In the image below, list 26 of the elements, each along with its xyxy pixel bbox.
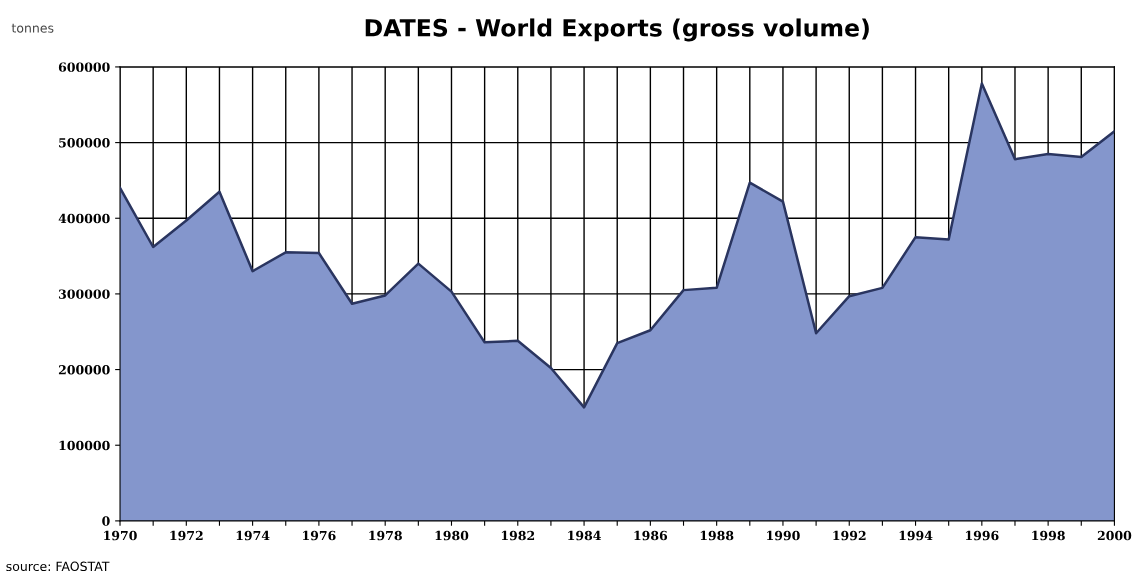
x-tick-label: 1984 [568, 530, 601, 541]
x-tick-label: 1974 [236, 530, 270, 541]
x-tick-label: 1978 [369, 530, 402, 541]
y-tick-label: 300000 [58, 289, 110, 299]
y-tick-label: 600000 [58, 62, 110, 72]
x-tick-label: 1976 [303, 530, 336, 541]
x-tick-label: 2000 [1097, 530, 1132, 541]
y-tick-label: 200000 [58, 365, 110, 375]
x-tick-label: 1996 [965, 530, 999, 541]
x-tick-label: 1992 [833, 530, 866, 541]
x-tick-label: 1986 [634, 530, 668, 541]
y-tick-label: 100000 [59, 440, 110, 451]
x-tick-label: 1982 [501, 530, 535, 541]
y-tick-label: 400000 [58, 213, 110, 224]
source-note: source: FAOSTAT [6, 561, 110, 572]
y-axis-title: tonnes [11, 23, 54, 33]
x-tick-label: 1980 [435, 530, 469, 541]
x-tick-label: 1990 [767, 530, 800, 541]
y-tick-label: 0 [102, 516, 110, 526]
x-tick-label: 1994 [899, 530, 933, 541]
x-tick-label: 1988 [700, 530, 734, 541]
x-tick-label: 1972 [170, 530, 203, 541]
y-tick-label: 500000 [59, 138, 110, 148]
x-tick-label: 1970 [104, 530, 137, 541]
x-tick-label: 1998 [1032, 530, 1065, 541]
chart-title: DATES - World Exports (gross volume) [365, 18, 869, 42]
